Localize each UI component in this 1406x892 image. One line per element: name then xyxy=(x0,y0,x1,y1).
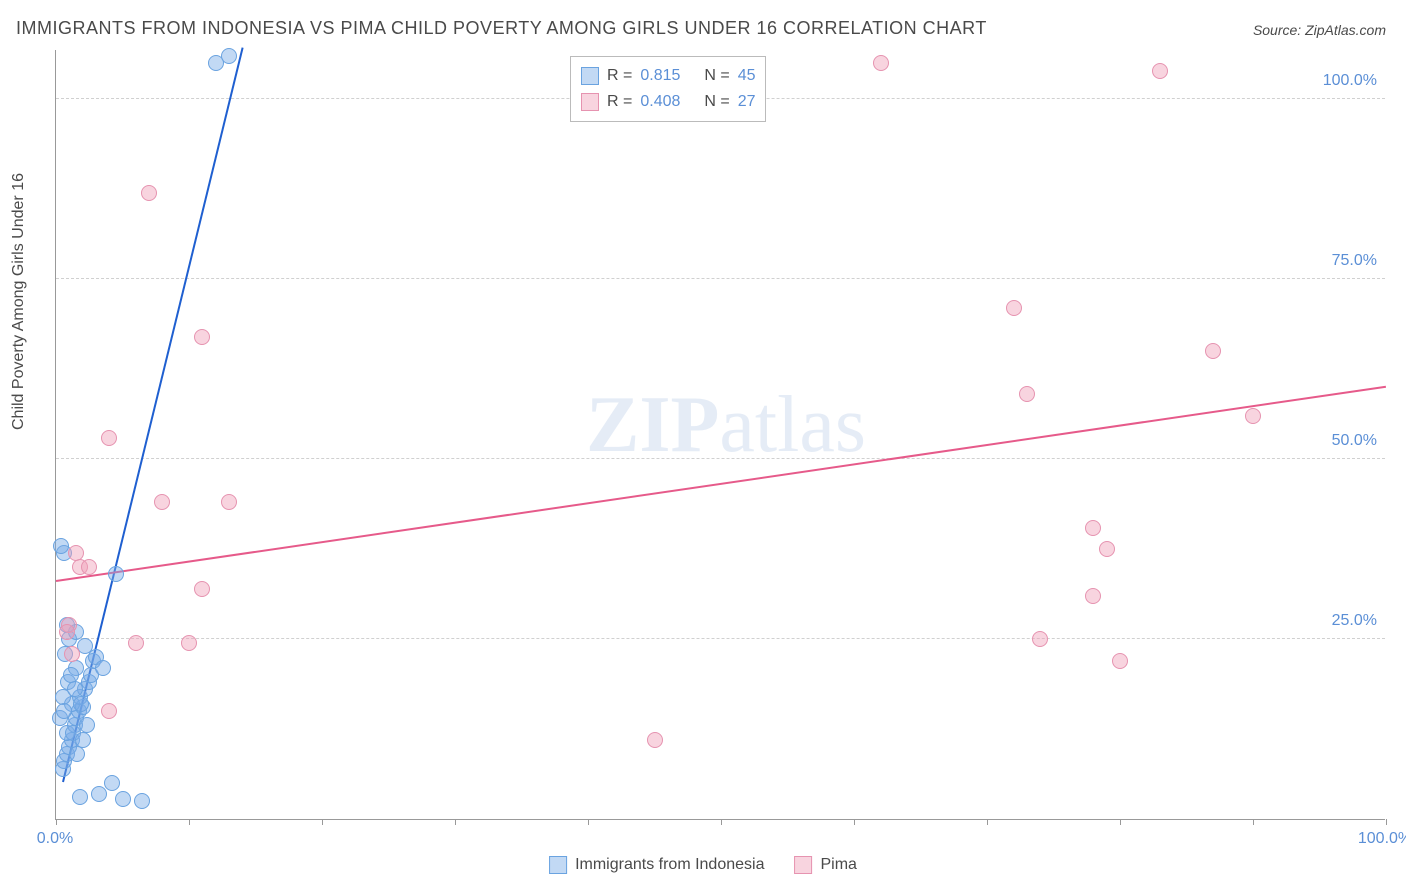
data-point xyxy=(1085,520,1101,536)
legend-row: R = 0.408 N = 27 xyxy=(581,89,755,115)
legend-n-value: 27 xyxy=(738,89,756,115)
data-point xyxy=(72,789,88,805)
data-point xyxy=(221,494,237,510)
data-point xyxy=(91,786,107,802)
data-point xyxy=(115,791,131,807)
x-tick xyxy=(854,819,855,825)
x-tick xyxy=(322,819,323,825)
legend-n-label: N = xyxy=(704,89,729,115)
y-tick-label: 25.0% xyxy=(1332,612,1377,630)
x-tick xyxy=(987,819,988,825)
data-point xyxy=(1019,386,1035,402)
data-point xyxy=(59,624,75,640)
legend-swatch xyxy=(581,67,599,85)
data-point xyxy=(53,538,69,554)
chart-title: IMMIGRANTS FROM INDONESIA VS PIMA CHILD … xyxy=(16,18,987,39)
x-tick xyxy=(588,819,589,825)
legend-item: Immigrants from Indonesia xyxy=(549,856,764,874)
data-point xyxy=(1032,631,1048,647)
legend-r-value: 0.815 xyxy=(640,63,696,89)
legend-swatch xyxy=(549,856,567,874)
data-point xyxy=(154,494,170,510)
gridline xyxy=(56,638,1385,639)
gridline xyxy=(56,278,1385,279)
data-point xyxy=(95,660,111,676)
data-point xyxy=(101,703,117,719)
data-point xyxy=(1085,588,1101,604)
data-point xyxy=(1006,300,1022,316)
data-point xyxy=(1245,408,1261,424)
data-point xyxy=(873,55,889,71)
data-point xyxy=(128,635,144,651)
x-tick-label: 0.0% xyxy=(37,830,73,848)
y-tick-label: 50.0% xyxy=(1332,432,1377,450)
data-point xyxy=(79,717,95,733)
correlation-legend: R = 0.815 N = 45 R = 0.408 N = 27 xyxy=(570,56,766,122)
data-point xyxy=(69,746,85,762)
data-point xyxy=(104,775,120,791)
data-point xyxy=(647,732,663,748)
data-point xyxy=(221,48,237,64)
data-point xyxy=(64,646,80,662)
gridline xyxy=(56,458,1385,459)
data-point xyxy=(73,696,89,712)
data-point xyxy=(1112,653,1128,669)
legend-label: Immigrants from Indonesia xyxy=(575,856,764,874)
data-point xyxy=(141,185,157,201)
legend-label: Pima xyxy=(820,856,856,874)
x-tick-label: 100.0% xyxy=(1358,830,1406,848)
x-tick xyxy=(1386,819,1387,825)
data-point xyxy=(194,581,210,597)
legend-r-label: R = xyxy=(607,63,632,89)
data-point xyxy=(56,703,72,719)
y-axis-label: Child Poverty Among Girls Under 16 xyxy=(10,173,28,430)
x-tick xyxy=(56,819,57,825)
data-point xyxy=(181,635,197,651)
series-legend: Immigrants from Indonesia Pima xyxy=(549,856,857,874)
legend-row: R = 0.815 N = 45 xyxy=(581,63,755,89)
x-tick xyxy=(455,819,456,825)
data-point xyxy=(194,329,210,345)
legend-r-label: R = xyxy=(607,89,632,115)
data-point xyxy=(108,566,124,582)
data-point xyxy=(1152,63,1168,79)
data-point xyxy=(1205,343,1221,359)
x-tick xyxy=(1120,819,1121,825)
legend-r-value: 0.408 xyxy=(640,89,696,115)
y-tick-label: 100.0% xyxy=(1323,72,1377,90)
plot-area: ZIPatlas 25.0%50.0%75.0%100.0% xyxy=(55,50,1385,820)
data-point xyxy=(134,793,150,809)
legend-swatch xyxy=(581,93,599,111)
x-tick xyxy=(189,819,190,825)
data-point xyxy=(101,430,117,446)
legend-n-label: N = xyxy=(704,63,729,89)
data-point xyxy=(81,559,97,575)
legend-swatch xyxy=(794,856,812,874)
trend-line xyxy=(56,385,1386,581)
legend-n-value: 45 xyxy=(738,63,756,89)
source-attribution: Source: ZipAtlas.com xyxy=(1253,22,1386,38)
data-point xyxy=(75,732,91,748)
legend-item: Pima xyxy=(794,856,856,874)
data-point xyxy=(1099,541,1115,557)
x-tick xyxy=(721,819,722,825)
y-tick-label: 75.0% xyxy=(1332,252,1377,270)
x-tick xyxy=(1253,819,1254,825)
